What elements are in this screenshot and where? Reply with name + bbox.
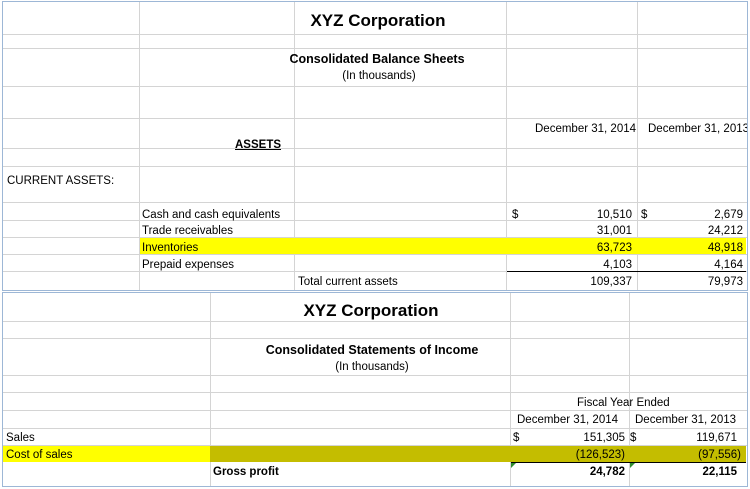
statement-title: Consolidated Statements of Income — [265, 343, 479, 357]
column-header-2013: December 31, 2013 — [635, 414, 737, 426]
cost-of-sales-selection[interactable] — [210, 446, 746, 462]
value-2014: 151,305 — [583, 432, 625, 444]
units-label: (In thousands) — [342, 70, 416, 82]
subtotal-rule — [511, 462, 746, 463]
total-2014: 109,337 — [590, 276, 632, 288]
units-label: (In thousands) — [335, 361, 409, 373]
row-label: Prepaid expenses — [142, 259, 235, 271]
income-statement-panel: XYZ Corporation Consolidated Statements … — [2, 292, 748, 487]
currency-symbol: $ — [641, 209, 648, 221]
period-label: Fiscal Year Ended — [577, 397, 670, 409]
value-2013: 2,679 — [714, 209, 743, 221]
column-header-2014: December 31, 2014 — [517, 414, 619, 426]
currency-symbol: $ — [630, 432, 637, 444]
row-label: Inventories — [142, 242, 199, 254]
current-assets-label: CURRENT ASSETS: — [7, 175, 115, 187]
row-label: Sales — [6, 432, 35, 444]
inventories-highlight — [140, 238, 746, 254]
value-2014: 63,723 — [596, 242, 632, 254]
balance-sheet-panel: XYZ Corporation Consolidated Balance She… — [2, 1, 748, 291]
total-2013: 79,973 — [707, 276, 743, 288]
row-label: Cash and cash equivalents — [142, 209, 281, 221]
value-2014: 31,001 — [596, 225, 632, 237]
value-2013: 119,671 — [696, 432, 737, 444]
currency-symbol: $ — [512, 209, 519, 221]
subtotal-rule — [507, 271, 746, 272]
row-label: Cost of sales — [6, 449, 73, 461]
value-2014: 24,782 — [589, 466, 625, 478]
total-label: Total current assets — [298, 276, 398, 288]
value-2013: 22,115 — [702, 466, 737, 478]
value-2013: 48,918 — [707, 242, 743, 254]
error-indicator — [630, 463, 635, 468]
value-2013: (97,556) — [698, 449, 741, 461]
statement-title: Consolidated Balance Sheets — [289, 52, 465, 66]
company-name: XYZ Corporation — [303, 301, 439, 320]
value-2014: 10,510 — [596, 209, 632, 221]
error-indicator — [511, 463, 516, 468]
row-label: Trade receivables — [142, 225, 233, 237]
column-header-2014: December 31, 2014 — [535, 123, 637, 135]
company-name: XYZ Corporation — [310, 11, 446, 30]
column-header-2013: December 31, 2013 — [648, 123, 748, 135]
value-2014: (126,523) — [575, 449, 625, 461]
cost-of-sales-label-highlight — [3, 446, 210, 462]
value-2013: 4,164 — [714, 259, 743, 271]
currency-symbol: $ — [513, 432, 520, 444]
value-2013: 24,212 — [707, 225, 743, 237]
assets-heading: ASSETS — [235, 139, 282, 151]
value-2014: 4,103 — [603, 259, 632, 271]
gross-profit-label: Gross profit — [213, 466, 279, 478]
